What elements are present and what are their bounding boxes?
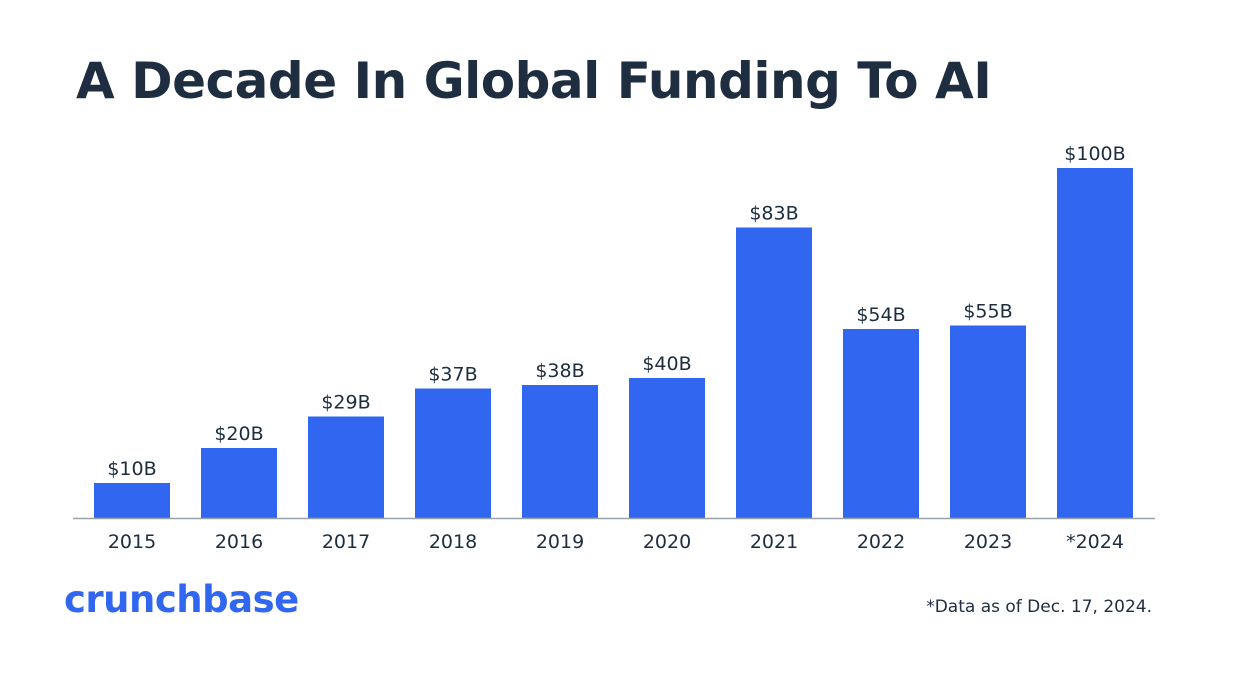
data-label: $55B <box>963 301 1012 323</box>
x-tick-label: 2017 <box>322 531 370 553</box>
bar-2022 <box>843 329 919 518</box>
x-tick-label: 2022 <box>857 531 905 553</box>
data-label: $54B <box>856 304 905 326</box>
data-label: $10B <box>107 458 156 480</box>
data-label: $100B <box>1064 143 1125 165</box>
bar-2019 <box>522 385 598 518</box>
data-label: $37B <box>428 364 477 386</box>
footnote: *Data as of Dec. 17, 2024. <box>926 597 1152 617</box>
bar-2015 <box>94 483 170 518</box>
x-tick-label: 2020 <box>643 531 691 553</box>
crunchbase-logo: crunchbase <box>64 578 299 621</box>
bar-2020 <box>629 378 705 518</box>
x-tick-label: 2018 <box>429 531 477 553</box>
bar-2023 <box>950 325 1026 518</box>
data-label: $20B <box>214 423 263 445</box>
data-label: $83B <box>749 203 798 225</box>
bar-2016 <box>201 448 277 518</box>
x-tick-label: 2023 <box>964 531 1012 553</box>
x-tick-label: 2016 <box>215 531 263 553</box>
bar-2024 <box>1057 168 1133 518</box>
x-tick-label: 2021 <box>750 531 798 553</box>
bar-2017 <box>308 416 384 518</box>
bar-2021 <box>736 227 812 518</box>
x-tick-label: *2024 <box>1066 531 1124 553</box>
x-tick-label: 2015 <box>108 531 156 553</box>
data-label: $29B <box>321 392 370 414</box>
bar-2018 <box>415 388 491 518</box>
data-label: $38B <box>535 360 584 382</box>
data-label: $40B <box>642 353 691 375</box>
x-tick-label: 2019 <box>536 531 584 553</box>
chart-title: A Decade In Global Funding To AI <box>76 52 992 110</box>
